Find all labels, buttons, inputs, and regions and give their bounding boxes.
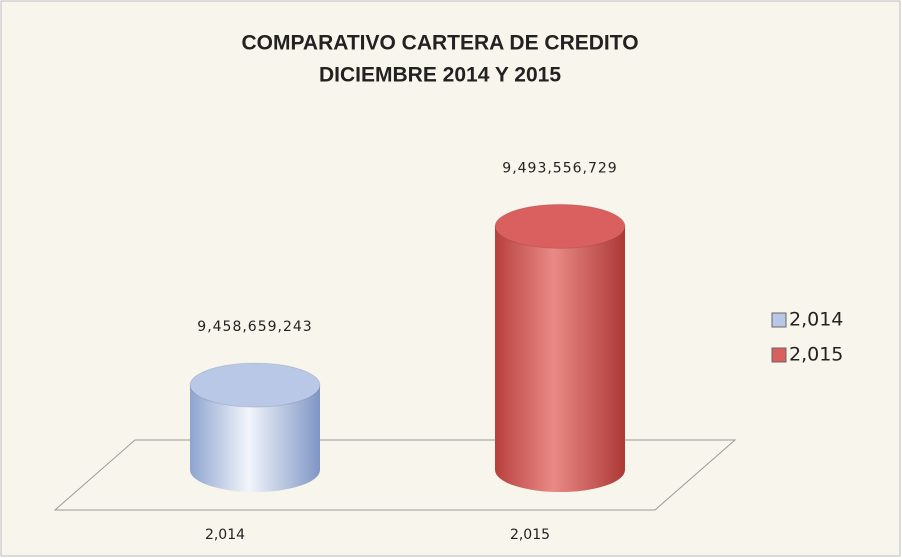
value-label: 9,458,659,243 bbox=[197, 319, 312, 335]
x-tick-label: 2,014 bbox=[205, 527, 245, 543]
chart-subtitle: DICIEMBRE 2014 Y 2015 bbox=[319, 64, 561, 87]
value-label: 9,493,556,729 bbox=[502, 160, 617, 176]
legend-swatch bbox=[771, 312, 787, 328]
floor bbox=[53, 439, 737, 511]
cylinder-body bbox=[190, 385, 320, 492]
cylinder-top bbox=[494, 203, 626, 249]
legend-swatch bbox=[771, 347, 787, 363]
legend-label: 2,015 bbox=[789, 344, 843, 366]
legend-label: 2,014 bbox=[789, 309, 843, 331]
x-tick-label: 2,015 bbox=[510, 527, 550, 543]
cylinder-body bbox=[495, 226, 625, 492]
cylinder-top bbox=[189, 362, 321, 408]
chart-title: COMPARATIVO CARTERA DE CREDITO bbox=[241, 32, 638, 55]
